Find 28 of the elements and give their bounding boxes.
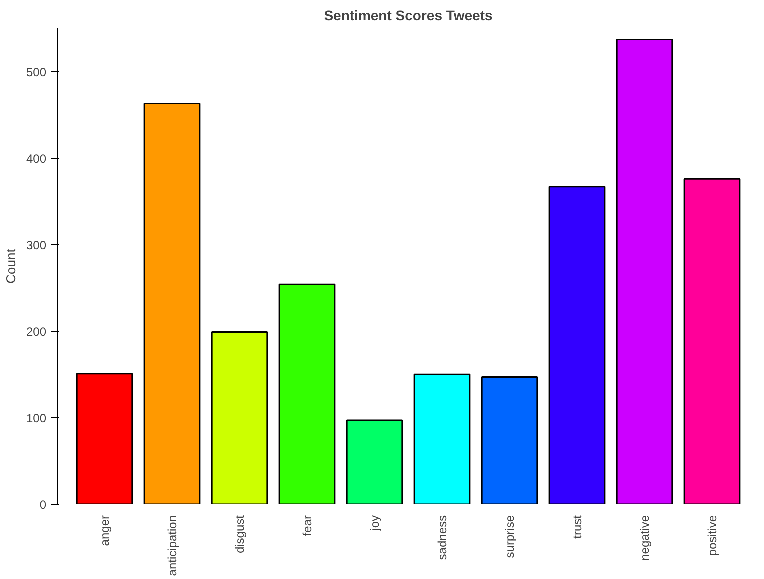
y-tick-label: 300 (26, 238, 47, 252)
bar (278, 284, 336, 504)
x-tick-label: negative (638, 515, 652, 561)
bar (144, 103, 201, 504)
y-axis-title: Count (3, 248, 18, 284)
y-tick-label: 200 (26, 324, 47, 339)
bar (481, 376, 538, 504)
bar (346, 420, 404, 504)
y-tick-label: 400 (26, 152, 47, 166)
bar (548, 186, 606, 504)
bar (211, 332, 268, 504)
x-tick-label: anger (98, 515, 112, 546)
bar (616, 39, 674, 504)
bar (414, 374, 471, 504)
x-tick-label: sadness (435, 515, 450, 560)
chart-title: Sentiment Scores Tweets (324, 8, 493, 24)
x-tick-label: joy (368, 515, 382, 532)
bar (684, 178, 741, 504)
bar (76, 373, 134, 504)
x-tick-label: positive (705, 515, 720, 556)
y-tick-label: 100 (26, 411, 47, 426)
x-tick-label: trust (570, 514, 584, 539)
y-tick-label: 0 (40, 498, 47, 512)
x-tick-label: surprise (502, 515, 517, 558)
x-tick-label: disgust (232, 514, 247, 554)
x-tick-label: anticipation (165, 515, 180, 576)
y-tick-label: 500 (26, 65, 47, 80)
x-tick-label: fear (300, 515, 314, 536)
